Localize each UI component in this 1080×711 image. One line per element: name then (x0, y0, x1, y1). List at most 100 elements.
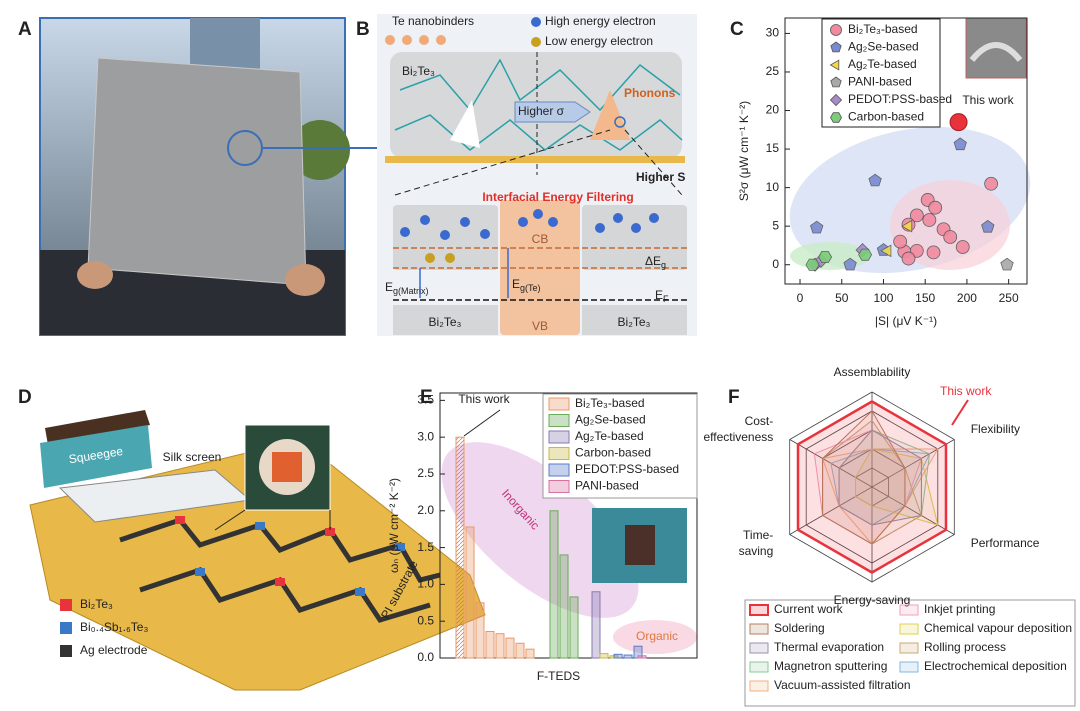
bar (549, 510, 559, 659)
x-tick-label: 250 (999, 291, 1019, 305)
legend-marker (830, 24, 842, 36)
bar (623, 654, 633, 659)
legend-swatch (60, 645, 72, 657)
legend-text: Inkjet printing (924, 602, 995, 616)
bar (613, 653, 623, 659)
legend-swatch (899, 623, 919, 635)
marker (984, 176, 999, 191)
bar (559, 554, 569, 659)
legend-text: PEDOT:PSS-based (575, 462, 679, 476)
label-sub: g (661, 260, 666, 270)
y-tick-label: 30 (766, 26, 780, 40)
x-axis-label: |S| (μV K⁻¹) (875, 314, 937, 328)
axis-label: Energy-saving (834, 593, 911, 607)
bar (485, 631, 495, 659)
legend-text: Carbon-based (575, 446, 651, 460)
label-sub: F (663, 294, 669, 304)
radar-series (796, 400, 948, 574)
label: Phonons (624, 86, 676, 100)
label: EF (655, 288, 669, 304)
label: Higher σ (518, 104, 565, 118)
y-tick-label: 3.0 (417, 429, 434, 443)
label: Interfacial Energy Filtering (482, 190, 633, 204)
legend-text: Ag electrode (80, 643, 148, 657)
y-tick-label: 10 (766, 180, 780, 194)
marker (868, 173, 882, 187)
legend-text: Ag₂Se-based (848, 40, 919, 54)
bar (465, 526, 475, 659)
annotation-arrow (951, 399, 969, 426)
legend-text: Bi₀.₄Sb₁.₆Te₃ (80, 620, 148, 634)
radar-series (838, 429, 922, 526)
bar (599, 653, 609, 659)
y-axis-label: S²σ (μW cm⁻¹ K⁻²) (737, 101, 751, 201)
y-tick-label: 5 (772, 218, 779, 232)
legend-marker (830, 112, 842, 123)
annotation-arrow (463, 409, 501, 437)
x-tick-label: 200 (957, 291, 977, 305)
marker (909, 208, 924, 223)
label: ΔEg (645, 254, 666, 270)
axis-label: Cost- (745, 414, 774, 428)
marker (880, 244, 892, 258)
x-tick-label: 0 (797, 291, 804, 305)
legend-swatch (548, 414, 570, 427)
marker (953, 137, 967, 151)
marker (843, 257, 857, 271)
legend-text: Bi₂Te₃ (80, 597, 113, 611)
legend-swatch (60, 622, 72, 634)
label: VB (532, 319, 548, 333)
legend-text: Ag₂Te-based (848, 57, 917, 71)
legend-box (744, 599, 1076, 707)
spoke (871, 486, 955, 535)
y-tick-label: 0.0 (417, 650, 434, 664)
bar (495, 633, 505, 659)
y-tick-label: 0.5 (417, 613, 434, 627)
legend-swatch (548, 397, 570, 411)
annotation: This work (458, 392, 510, 406)
bar (515, 642, 525, 659)
label-main: ΔE (645, 254, 661, 268)
bar (591, 591, 601, 659)
legend-text: Current work (774, 602, 844, 616)
label: Bi₂Te₃ (429, 315, 462, 329)
label: Higher S (636, 170, 685, 184)
label: Eg(Te) (512, 277, 541, 293)
legend-text: Ag₂Te-based (575, 429, 644, 443)
marker (926, 245, 941, 260)
axis-label: Flexibility (971, 422, 1020, 436)
radar-series (822, 410, 906, 545)
legend-text: Low energy electron (545, 34, 653, 48)
x-tick-label: 50 (835, 291, 849, 305)
legend-swatch (899, 642, 919, 654)
bar (569, 596, 579, 659)
legend-text: PEDOT:PSS-based (848, 92, 952, 106)
label: Bi₂Te₃ (402, 64, 435, 78)
legend-swatch (548, 430, 570, 444)
legend-text: Soldering (774, 621, 825, 635)
legend-swatch (548, 447, 570, 460)
legend-swatch (749, 661, 769, 673)
annotation: This work (962, 93, 1014, 107)
panel-label: D (18, 387, 32, 408)
schematic-b: Te nanobinders High energy electron Low … (377, 14, 697, 336)
legend-swatch (548, 463, 570, 477)
y-tick-label: 25 (766, 64, 780, 78)
label-main: E (512, 277, 520, 291)
legend-swatch (749, 642, 769, 654)
bar (505, 637, 515, 659)
marker (981, 219, 995, 233)
panel-label: E (420, 387, 433, 408)
axis-label: Performance (971, 536, 1040, 550)
annotation: Organic (636, 629, 678, 643)
legend-swatch (899, 604, 919, 616)
y-tick-label: 20 (766, 103, 780, 117)
region-shading (441, 442, 697, 654)
y-axis-label: ωₙ (μW cm⁻² K⁻²) (387, 478, 401, 573)
marker (818, 250, 833, 264)
label-sub: g(Matrix) (393, 286, 429, 296)
legend-text: PANI-based (848, 75, 912, 89)
legend-text: Electrochemical deposition (924, 659, 1067, 673)
legend-swatch (749, 680, 769, 692)
y-tick-label: 0 (772, 257, 779, 271)
